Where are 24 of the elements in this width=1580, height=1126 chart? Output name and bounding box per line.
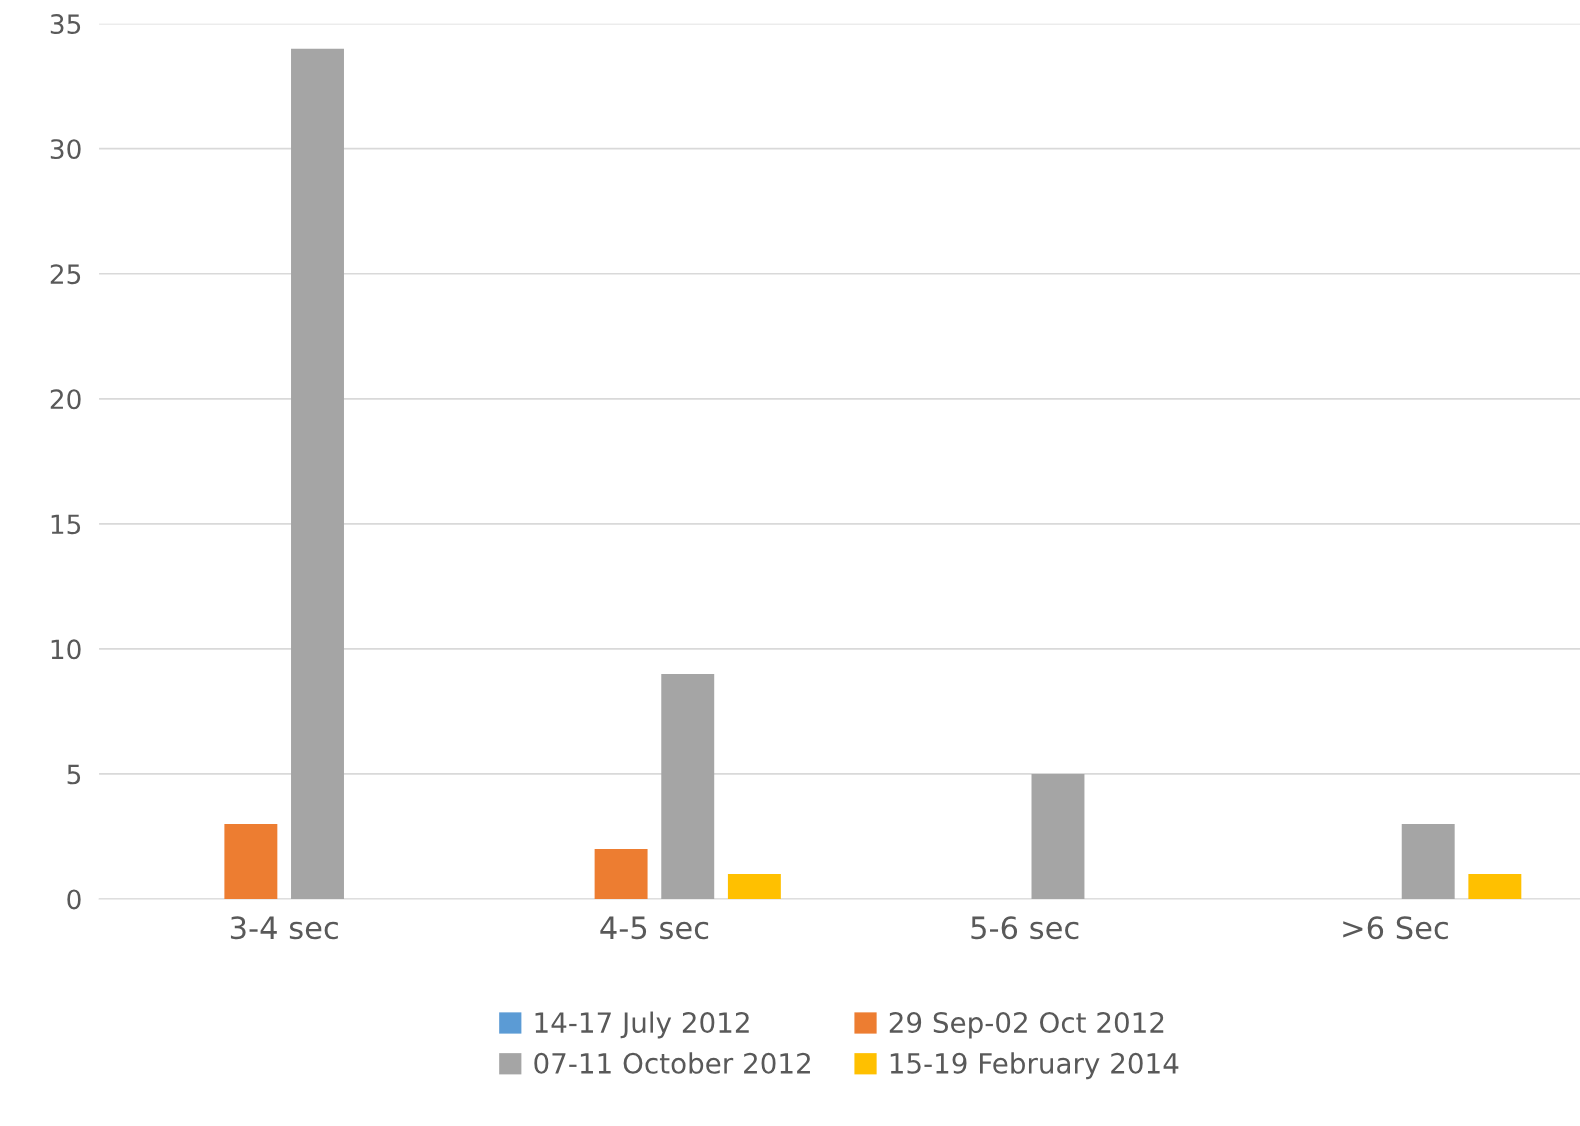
x-tick-label: >6 Sec <box>1343 916 1448 940</box>
y-tick-label: 30 <box>50 139 81 160</box>
bar <box>1031 773 1085 899</box>
y-tick-label: 25 <box>50 264 81 285</box>
y-tick-label: 10 <box>51 639 81 660</box>
bar <box>291 48 344 899</box>
y-tick-label: 35 <box>50 14 81 35</box>
x-tick-label: 4-5 sec <box>600 916 709 940</box>
y-tick-label: 20 <box>50 389 81 410</box>
bar <box>661 673 715 899</box>
bar <box>224 823 278 899</box>
bar <box>1401 823 1455 899</box>
legend-label: 15-19 February 2014 <box>890 1052 1179 1080</box>
legend-label: 29 Sep-02 Oct 2012 <box>889 1012 1164 1039</box>
y-tick-label: 0 <box>67 889 81 910</box>
bar <box>1468 873 1522 899</box>
x-tick-label: 3-4 sec <box>230 916 338 940</box>
y-tick-label: 5 <box>67 764 81 785</box>
legend-label: 14-17 July 2012 <box>535 1011 749 1039</box>
legend-label: 07-11 October 2012 <box>534 1052 810 1074</box>
x-tick-label: 5-6 sec <box>971 916 1079 940</box>
bar <box>594 848 648 899</box>
bar <box>727 873 781 899</box>
y-tick-label: 15 <box>51 514 81 535</box>
